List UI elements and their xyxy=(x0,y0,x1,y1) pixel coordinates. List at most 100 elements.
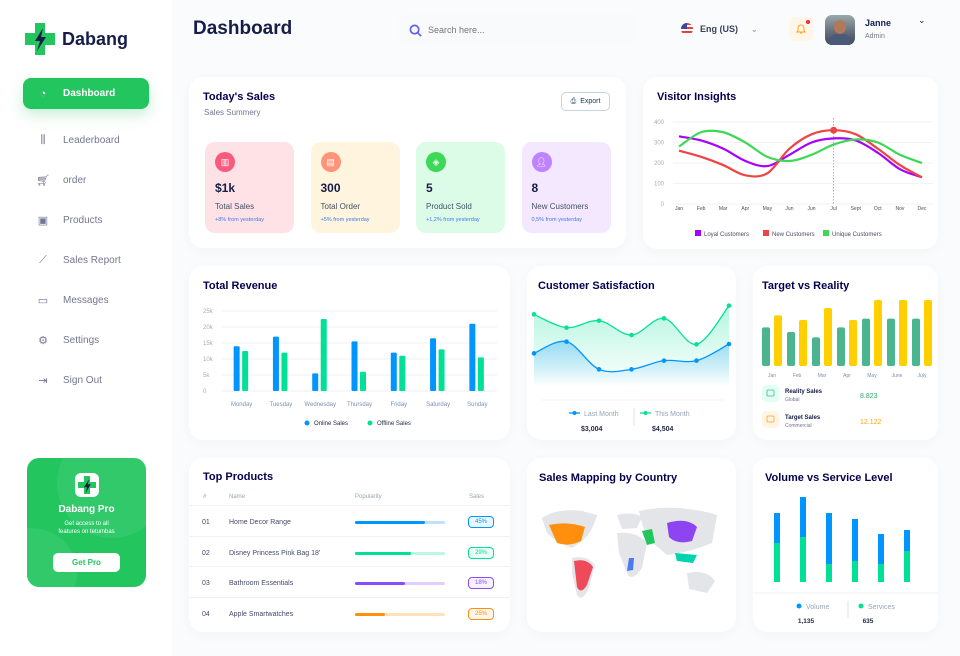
x-tick-label: Jan xyxy=(675,206,683,212)
target-vs-reality-card: Target vs Reality Jan Feb Mar Apr May June Jul… xyxy=(753,266,938,440)
sidebar-item-products[interactable]: ▣ Products xyxy=(23,205,149,236)
legend-total: 635 xyxy=(863,618,874,625)
x-tick-label: Dec xyxy=(918,206,927,212)
search-input[interactable] xyxy=(428,25,618,35)
y-tick-label: 5k xyxy=(203,373,210,379)
x-tick-label: Monday xyxy=(231,402,252,408)
pro-desc-1: Get access to all xyxy=(64,521,109,527)
column-header: # xyxy=(203,494,207,500)
x-tick-label: Thursday xyxy=(347,402,372,408)
sidebar-item-sign-out[interactable]: ⇥ Sign Out xyxy=(23,365,149,396)
popularity-fill xyxy=(355,582,406,585)
avatar[interactable] xyxy=(825,15,855,45)
bar-target-sales xyxy=(849,320,857,366)
sales-badge: 29% xyxy=(468,546,494,559)
todays-sales-subtitle: Sales Summery xyxy=(204,108,261,117)
x-tick-label: Wednesday xyxy=(304,402,336,408)
sidebar-item-label: Messages xyxy=(63,295,109,306)
total-revenue-card: Total Revenue 0 5k 10k 15k 20k 25k Monday Tuesd… xyxy=(189,266,510,440)
sidebar-item-label: Leaderboard xyxy=(63,135,120,146)
x-tick-label: Jun xyxy=(785,206,793,212)
stat-value: 8 xyxy=(531,181,539,195)
popularity-fill xyxy=(355,612,385,616)
legend-swatch xyxy=(823,230,829,236)
product-name: Home Decor Range xyxy=(229,519,291,526)
data-point xyxy=(531,351,537,356)
table-row[interactable]: 03 Bathroom Essentials 18% xyxy=(189,566,510,596)
bar-services xyxy=(904,551,910,582)
data-point xyxy=(564,339,569,344)
target-vs-reality-title: Target vs Reality xyxy=(762,280,850,292)
target-vs-reality-chart: Jan Feb Mar Apr May June July Reality Sales Glob… xyxy=(762,300,932,429)
bar-offline-sales xyxy=(438,349,445,391)
sidebar-item-label: Sign Out xyxy=(63,375,102,386)
x-tick-label: Nov xyxy=(895,206,904,212)
y-tick-label: 300 xyxy=(654,141,665,147)
sales-badge: 25% xyxy=(468,607,494,620)
ticket-icon xyxy=(762,411,779,428)
legend-label: Offline Sales xyxy=(377,421,411,427)
europe-shape xyxy=(617,513,642,529)
pro-title: Dabang Pro xyxy=(58,504,115,515)
product-name: Apple Smartwatches xyxy=(229,610,294,618)
export-icon: ⎙ xyxy=(570,97,577,105)
user-add-icon: 👤︎ xyxy=(531,152,552,172)
sidebar-item-messages[interactable]: ▭ Messages xyxy=(23,285,149,316)
message-icon: ▭ xyxy=(37,295,49,307)
row-number: 02 xyxy=(202,549,210,557)
total-revenue-chart: 0 5k 10k 15k 20k 25k Monday Tuesday Wednesday Thu… xyxy=(203,309,497,427)
sales-badge: 45% xyxy=(468,516,494,528)
highlight-point xyxy=(830,126,838,134)
customer-satisfaction-chart: Last Month $3,004 This Month $4,504 xyxy=(531,303,732,433)
series-line-new-customers xyxy=(678,129,923,179)
export-button[interactable]: ⎙ Export xyxy=(561,92,610,111)
stat-delta: +1,2% from yesterday xyxy=(426,217,480,223)
legend-label: Last Month xyxy=(584,411,619,418)
top-products-card: Top Products # Name Popularity Sales 01 Home … xyxy=(189,458,510,632)
table-row[interactable]: 01 Home Decor Range 45% xyxy=(189,505,510,535)
language-select[interactable]: Eng (US) ⌄ xyxy=(681,23,758,35)
sidebar-item-settings[interactable]: ⚙ Settings xyxy=(23,325,149,356)
legend-label: Target Sales xyxy=(785,415,821,421)
x-tick-label: Mar xyxy=(719,206,728,212)
table-row[interactable]: 02 Disney Princess Pink Bag 18' 29% xyxy=(189,535,510,566)
product-name: Disney Princess Pink Bag 18' xyxy=(229,549,321,557)
notifications-button[interactable] xyxy=(789,17,813,41)
sidebar-item-label: Settings xyxy=(63,335,100,346)
volume-service-title: Volume vs Service Level xyxy=(765,472,893,484)
search-box[interactable] xyxy=(397,14,637,46)
customer-satisfaction-card: Customer Satisfaction Last Month $3,004 Th… xyxy=(527,266,736,440)
product-name: Bathroom Essentials xyxy=(229,580,294,587)
bar-online-sales xyxy=(351,341,358,391)
sidebar-item-leaderboard[interactable]: ⫼ Leaderboard xyxy=(23,125,149,156)
tag-icon: ◈ xyxy=(426,152,446,172)
gear-icon: ⚙ xyxy=(38,335,48,347)
bar-reality-sales xyxy=(912,318,920,366)
y-tick-label: 100 xyxy=(654,182,665,188)
bar-services xyxy=(852,561,858,582)
bar-target-sales xyxy=(874,300,882,366)
column-header: Popularity xyxy=(355,494,382,500)
brazil-highlight xyxy=(574,560,593,591)
get-pro-button[interactable]: Get Pro xyxy=(53,553,120,572)
user-menu-chevron-icon[interactable]: ⌄ xyxy=(918,15,926,25)
volume-service-card: Volume vs Service Level Volume 1,135 Servi… xyxy=(753,458,938,632)
x-tick-label: Mar xyxy=(818,373,827,379)
visitor-insights-card: Visitor Insights 0 100 200 300 400 Jan Feb Mar A… xyxy=(643,77,938,249)
stat-label: Total Sales xyxy=(215,202,255,211)
sidebar-item-sales-report[interactable]: ⟋ Sales Report xyxy=(23,245,149,276)
sales-badge: 18% xyxy=(468,577,494,589)
x-tick-label: Sunday xyxy=(467,402,487,408)
data-point xyxy=(629,367,634,372)
bar-offline-sales xyxy=(281,352,288,391)
table-row[interactable]: 04 Apple Smartwatches 25% xyxy=(189,596,510,627)
legend-dot xyxy=(367,420,373,426)
x-tick-label: Jul xyxy=(830,206,836,212)
stat-label: Product Sold xyxy=(426,202,472,211)
sidebar-item-order[interactable]: 🛒︎ order xyxy=(23,165,149,196)
legend-label: Unique Customers xyxy=(832,232,882,238)
sidebar-item-dashboard[interactable]: ◔ Dashboard xyxy=(23,78,149,109)
sidebar-item-label: Products xyxy=(63,215,103,226)
sign-out-icon: ⇥ xyxy=(38,375,48,387)
legend-label: Reality Sales xyxy=(785,389,823,395)
